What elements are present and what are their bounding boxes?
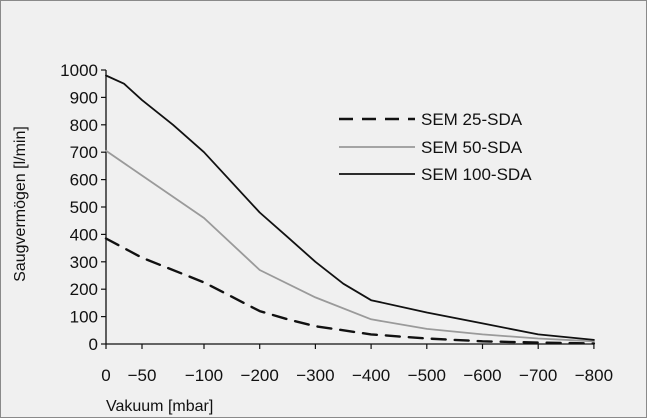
y-tick-label: 300 (70, 253, 98, 272)
x-tick-label: −50 (128, 366, 157, 385)
series-line-sem-100-sda (105, 74, 595, 341)
x-tick-label: 0 (101, 366, 110, 385)
y-tick-label: 100 (70, 308, 98, 327)
x-tick-label: −100 (185, 366, 223, 385)
y-tick-label: 700 (70, 143, 98, 162)
y-tick-label: 800 (70, 116, 98, 135)
x-tick-label: −500 (408, 366, 446, 385)
x-tick-label: −300 (296, 366, 334, 385)
y-tick-label: 1000 (60, 61, 98, 80)
y-tick-label: 900 (70, 88, 98, 107)
y-axis-title: Saugvermögen [l/min] (12, 126, 29, 282)
legend-label: SEM 100-SDA (421, 165, 532, 184)
legend-label: SEM 25-SDA (421, 110, 523, 129)
y-tick-label: 600 (70, 171, 98, 190)
series-lines (104, 74, 596, 345)
x-tick-label: −400 (352, 366, 390, 385)
y-tick-label: 200 (70, 280, 98, 299)
y-tick-label: 0 (89, 335, 98, 354)
x-tick-label: −200 (241, 366, 279, 385)
y-tick-label: 400 (70, 225, 98, 244)
x-axis-title: Vakuum [mbar] (106, 398, 213, 415)
legend: SEM 25-SDA SEM 50-SDA SEM 100-SDA (339, 110, 532, 184)
series-line-sem-50-sda (105, 149, 595, 343)
x-tick-label: −600 (463, 366, 501, 385)
x-ticks: 0 −50 −100 −200 −300 −400 −500 −600 −700 −800 (101, 344, 613, 385)
legend-label: SEM 50-SDA (421, 138, 523, 157)
x-tick-label: −800 (575, 366, 613, 385)
x-tick-label: −700 (519, 366, 557, 385)
series-line-sem-25-sda (104, 237, 596, 345)
y-tick-label: 500 (70, 198, 98, 217)
